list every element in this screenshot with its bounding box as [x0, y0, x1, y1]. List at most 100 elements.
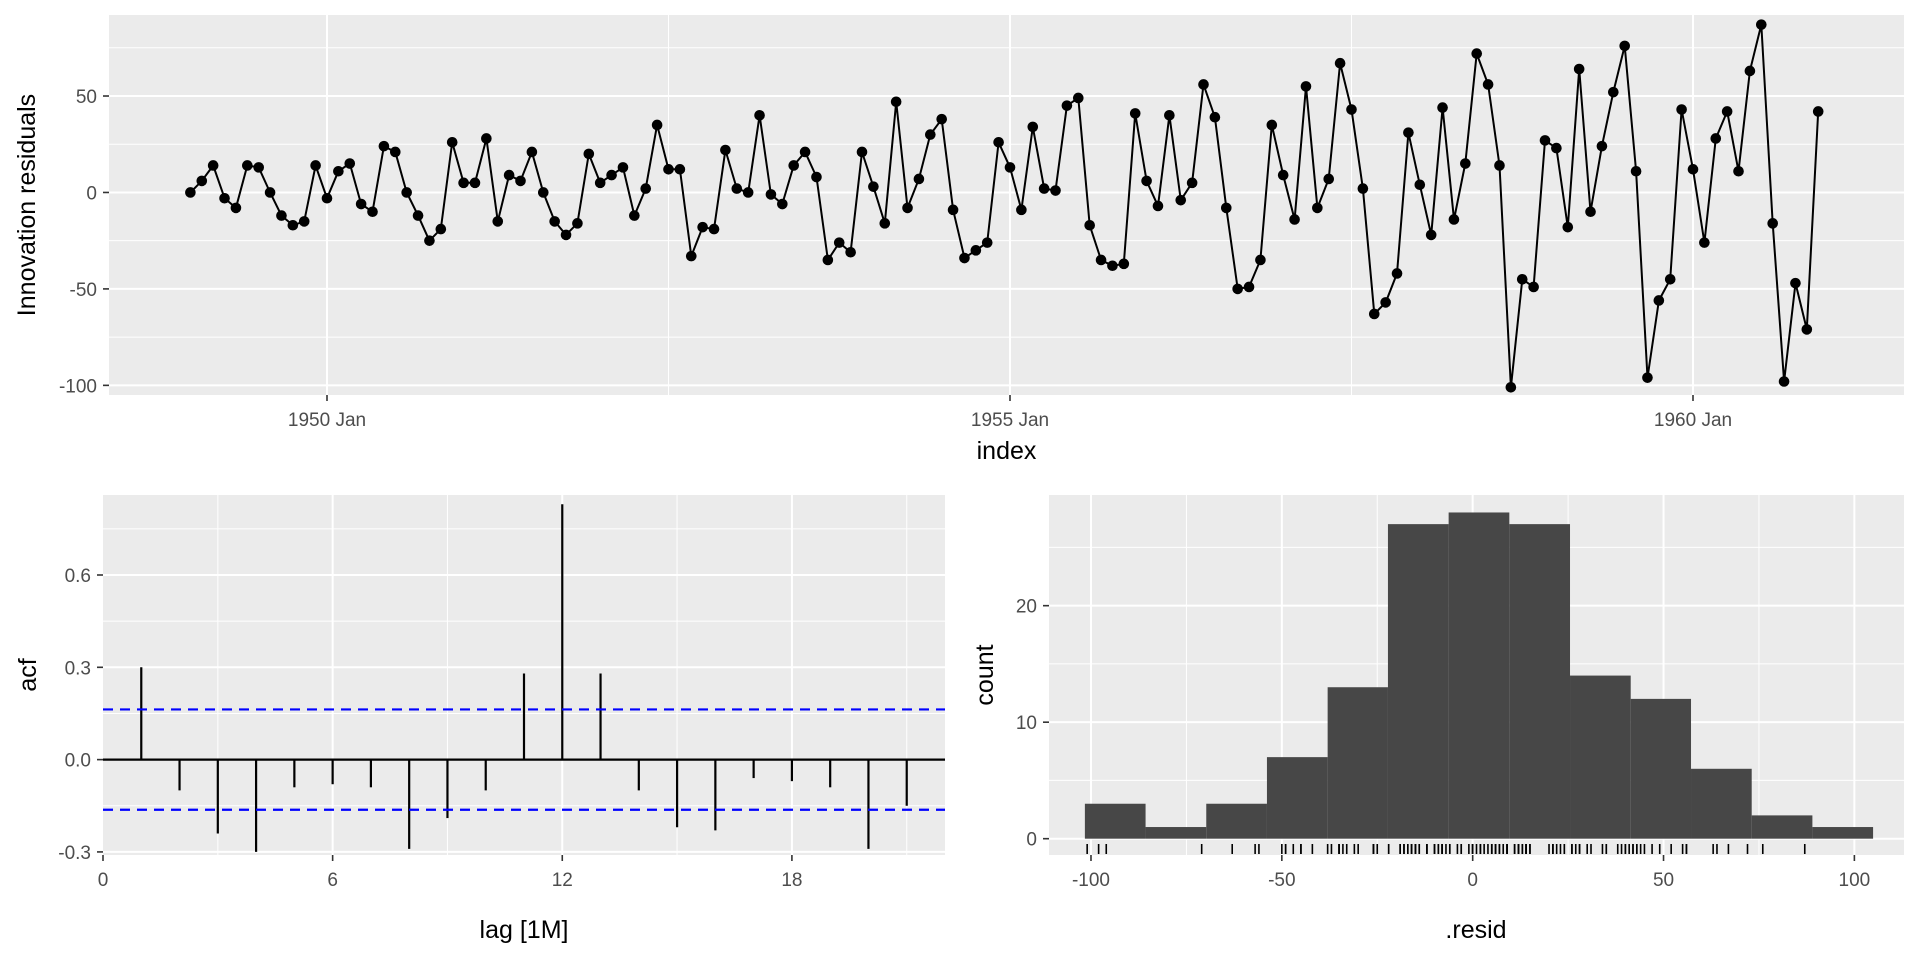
- residual-point: [242, 160, 253, 171]
- residual-point: [1596, 140, 1608, 152]
- residual-point: [674, 164, 686, 175]
- histogram-bar: [1266, 757, 1328, 839]
- residual-point: [1004, 162, 1016, 173]
- histogram-y-tick-labels: 0 10 20: [1016, 597, 1037, 851]
- residual-point: [1266, 119, 1278, 131]
- residual-point: [720, 144, 731, 156]
- acf-gridlines: [103, 495, 945, 855]
- residual-point: [1505, 381, 1517, 393]
- residual-point: [754, 110, 765, 121]
- residual-point: [970, 245, 982, 256]
- residual-point: [560, 229, 572, 241]
- histogram-x-axis-title: .resid: [1445, 916, 1506, 944]
- histogram-x-tick-label: 100: [1839, 870, 1871, 891]
- residuals-points: [185, 19, 1824, 393]
- residual-point: [1778, 376, 1790, 387]
- acf-y-tick-labels: -0.3 0.0 0.3 0.6: [58, 566, 91, 864]
- residual-point: [1118, 258, 1130, 270]
- residual-point: [1277, 169, 1289, 181]
- residual-point: [1699, 237, 1710, 248]
- histogram-bar: [1448, 512, 1510, 839]
- histogram-bar: [1570, 675, 1631, 839]
- residual-point: [925, 129, 936, 140]
- residual-point: [1653, 295, 1665, 306]
- residual-point: [185, 187, 196, 198]
- residuals-y-tick-labels: 50 0 -50 -100: [59, 87, 97, 397]
- residual-point: [1038, 183, 1050, 194]
- acf-panel: -0.3 0.0 0.3 0.6 0 6 12 18 lag [1M] acf: [14, 495, 945, 944]
- residual-point: [1619, 40, 1630, 52]
- residual-point: [663, 164, 674, 175]
- histogram-x-tick-labels: -100 -50 0 50 100: [1072, 870, 1870, 891]
- histogram-y-tick-label: 10: [1016, 713, 1037, 734]
- residual-point: [1141, 175, 1152, 187]
- histogram-bar: [1387, 524, 1449, 839]
- residual-point: [1471, 48, 1483, 59]
- residuals-y-tick-label: 0: [86, 183, 97, 204]
- acf-x-axis-title: lag [1M]: [480, 916, 569, 944]
- residual-point: [936, 113, 947, 125]
- residual-point: [777, 198, 788, 210]
- residuals-y-axis-title: Innovation residuals: [13, 94, 41, 316]
- histogram-bar: [1084, 803, 1146, 839]
- residual-point: [1460, 158, 1471, 169]
- residual-point: [355, 198, 367, 210]
- residual-point: [1767, 218, 1778, 229]
- residual-point: [526, 146, 538, 158]
- residual-point: [1710, 133, 1722, 144]
- residuals-x-tick-label: 1955 Jan: [971, 410, 1049, 431]
- residual-point: [1562, 221, 1574, 233]
- residual-point: [1164, 110, 1175, 121]
- residual-point: [629, 210, 640, 221]
- residual-point: [708, 223, 720, 235]
- residual-point: [799, 146, 811, 158]
- residual-point: [1585, 206, 1596, 218]
- residual-point: [1380, 297, 1391, 308]
- residual-point: [1687, 164, 1699, 175]
- histogram-x-tick-label: -50: [1268, 870, 1295, 891]
- residual-point: [446, 137, 458, 148]
- residual-point: [264, 187, 276, 198]
- residual-point: [469, 177, 481, 189]
- residual-point: [435, 223, 447, 235]
- residual-point: [1346, 104, 1357, 115]
- residual-point: [959, 252, 970, 264]
- residual-point: [856, 146, 868, 158]
- residuals-panel: 50 0 -50 -100 1950 Jan 1955 Jan 1960 Jan inde…: [13, 15, 1904, 465]
- residual-point: [1357, 183, 1369, 194]
- histogram-bar: [1327, 687, 1388, 839]
- residual-point: [1516, 273, 1528, 285]
- residuals-y-tick-label: -100: [59, 376, 97, 397]
- residual-point: [640, 183, 652, 194]
- residual-point: [1368, 308, 1380, 320]
- acf-y-tick-label: 0.0: [65, 751, 91, 772]
- acf-x-tick-label: 6: [327, 870, 338, 891]
- residual-point: [1482, 79, 1494, 90]
- residual-point: [1198, 79, 1209, 90]
- residual-point: [1050, 185, 1061, 196]
- residual-point: [1175, 194, 1187, 206]
- residual-point: [1744, 65, 1756, 77]
- residual-point: [902, 202, 913, 214]
- acf-y-axis-title: acf: [14, 658, 42, 691]
- residual-point: [1403, 127, 1414, 138]
- residual-point: [367, 206, 378, 218]
- residuals-y-tick-label: 50: [76, 87, 97, 108]
- residual-point: [458, 177, 469, 189]
- histogram-bar: [1509, 524, 1571, 839]
- residual-point: [1095, 254, 1107, 266]
- residual-point: [993, 137, 1004, 148]
- residual-point: [811, 171, 822, 183]
- residual-point: [1448, 214, 1460, 225]
- residual-point: [310, 160, 321, 171]
- residual-point: [879, 218, 891, 229]
- residual-point: [685, 250, 697, 262]
- histogram-bar: [1145, 827, 1207, 839]
- residual-point: [1391, 268, 1403, 279]
- histogram-bars: [1084, 512, 1874, 839]
- residual-point: [1243, 281, 1255, 293]
- histogram-y-tick-label: 20: [1016, 597, 1037, 618]
- residuals-x-tick-label: 1950 Jan: [288, 410, 366, 431]
- residual-point: [1733, 165, 1744, 177]
